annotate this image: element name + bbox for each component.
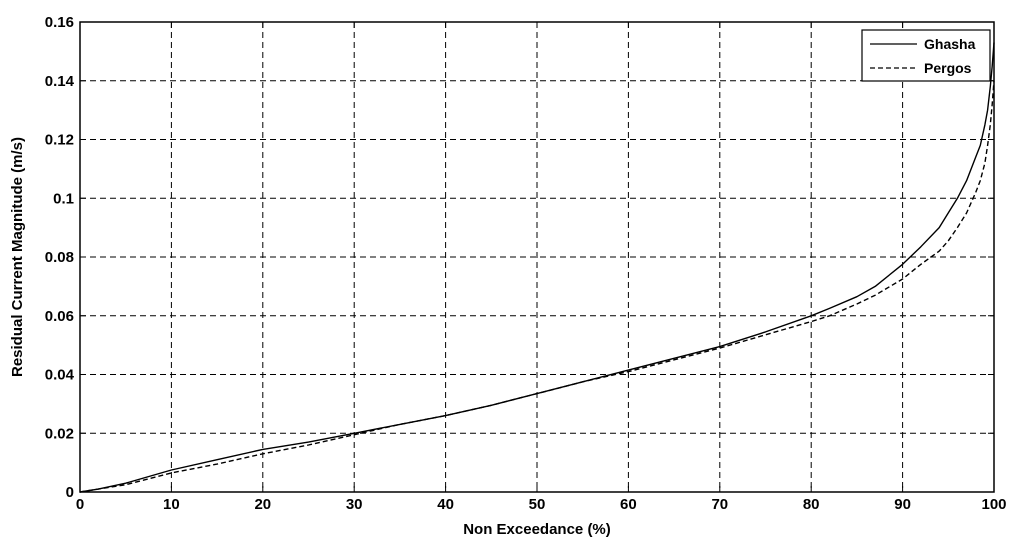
y-tick-label: 0.08 [45,249,74,266]
series-line-ghasha [79,42,995,493]
legend-box [861,29,991,82]
x-tick-label: 90 [894,496,911,513]
y-tick-label: 0.1 [53,190,74,207]
y-tick-label: 0 [66,484,74,501]
x-tick-label: 40 [437,496,454,513]
x-tick-label: 60 [620,496,637,513]
y-tick-label: 0.02 [45,425,74,442]
x-tick-label: 20 [254,496,271,513]
x-axis-label: Non Exceedance (%) [463,521,611,538]
x-tick-label: 50 [529,496,546,513]
y-axis-label: Residual Current Magnitude (m/s) [9,137,26,377]
x-tick-label: 30 [346,496,363,513]
y-tick-label: 0.14 [45,73,75,90]
ticks [79,21,995,493]
y-tick-label: 0.12 [45,132,74,149]
legend-label-pergos: Pergos [924,60,972,76]
y-tick-label: 0.04 [45,367,75,384]
grid [80,22,994,492]
x-tick-label: 10 [163,496,180,513]
series-line-pergos [79,80,995,493]
legend: Ghasha Pergos [861,29,991,82]
y-tick-label: 0.16 [45,14,74,31]
x-tick-label: 80 [803,496,820,513]
legend-label-ghasha: Ghasha [924,36,976,52]
x-tick-label: 100 [981,496,1006,513]
x-tick-label: 70 [711,496,728,513]
y-tick-label: 0.06 [45,308,74,325]
x-tick-label: 0 [76,496,84,513]
series-layer [79,42,995,493]
tick-labels: 0 10 20 30 40 50 60 70 80 90 100 0 0.02 0.04 0.06 0.08 0… [45,14,1007,513]
